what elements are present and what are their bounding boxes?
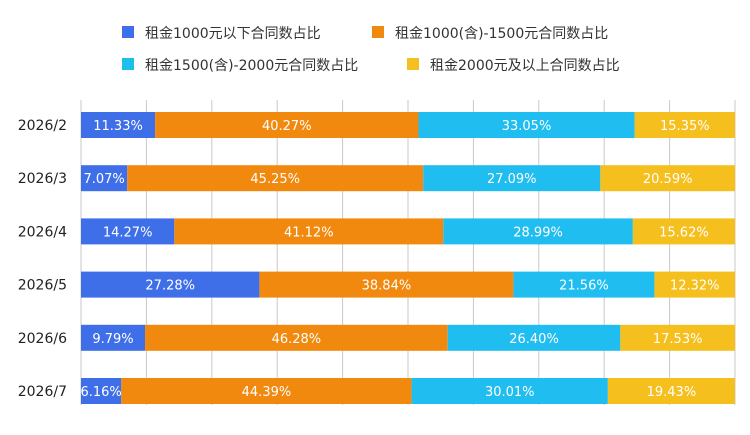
bar-segment [418, 112, 635, 138]
bar-segment [632, 218, 735, 245]
data-label: 17.53% [653, 332, 703, 347]
bar-segment [81, 271, 260, 298]
data-label: 19.43% [647, 385, 697, 400]
y-tick-label: 2026/2 [18, 118, 67, 134]
data-label: 15.62% [659, 225, 709, 240]
grid-lines [80, 100, 736, 405]
data-label: 41.12% [284, 225, 334, 240]
y-tick-label: 2026/6 [18, 331, 67, 347]
legend-swatch [122, 58, 134, 70]
data-label: 40.27% [262, 119, 312, 134]
legend-swatch [372, 26, 384, 38]
bar-segment [81, 378, 122, 404]
bar-segment [423, 165, 601, 192]
bar-segment [634, 112, 735, 138]
bar-segment [155, 112, 419, 138]
data-label: 44.39% [242, 385, 292, 400]
bar-segment [259, 271, 514, 298]
data-label: 20.59% [643, 172, 693, 187]
legend-label: 租金1500(含)-2000元合同数占比 [145, 58, 358, 74]
bar-segment [174, 218, 444, 245]
data-label: 9.79% [92, 332, 133, 347]
bar-segment [81, 218, 175, 245]
y-tick-label: 2026/5 [18, 278, 67, 294]
data-label: 38.84% [362, 279, 412, 294]
data-label: 28.99% [513, 225, 563, 240]
bar-segment [620, 324, 735, 351]
y-axis-labels: 2026/2 2026/3 2026/4 2026/5 2026/6 2026/7 [18, 118, 67, 400]
data-label: 11.33% [93, 119, 143, 134]
legend-swatch [407, 58, 419, 70]
bar-segment [411, 378, 608, 404]
legend-label: 租金1000(含)-1500元合同数占比 [395, 26, 608, 42]
bar-segment [81, 324, 146, 351]
data-label: 14.27% [103, 225, 153, 240]
legend: 租金1000元以下合同数占比 租金1000(含)-1500元合同数占比租金1500… [122, 26, 620, 74]
legend-label: 租金1000元以下合同数占比 [145, 26, 321, 42]
data-label: 6.16% [80, 385, 121, 400]
y-tick-label: 2026/3 [18, 171, 67, 187]
data-label: 26.40% [509, 332, 559, 347]
data-label: 30.01% [485, 385, 535, 400]
data-label: 27.28% [145, 279, 195, 294]
bars: 11.33% 40.27% 33.05% 15.35% 7.07% 45.25% 27.09… [80, 112, 735, 404]
bar-segment [654, 271, 735, 298]
data-label: 21.56% [559, 279, 609, 294]
data-label: 33.05% [502, 119, 552, 134]
bar-segment [607, 378, 735, 404]
y-tick-label: 2026/4 [18, 224, 67, 240]
data-label: 27.09% [487, 172, 537, 187]
y-tick-label: 2026/7 [18, 384, 67, 400]
data-label: 15.35% [660, 119, 710, 134]
data-label: 12.32% [670, 279, 720, 294]
legend-label: 租金2000元及以上合同数占比 [430, 58, 620, 74]
bar-segment [513, 271, 655, 298]
bar-segment [600, 165, 735, 192]
data-label: 45.25% [250, 172, 300, 187]
bar-segment [443, 218, 633, 245]
bar-segment [145, 324, 448, 351]
bar-segment [127, 165, 424, 192]
data-label: 7.07% [83, 172, 124, 187]
legend-swatch [122, 26, 134, 38]
data-label: 46.28% [272, 332, 322, 347]
bar-segment [447, 324, 621, 351]
bar-segment [81, 165, 128, 192]
bar-segment [81, 112, 156, 138]
bar-segment [121, 378, 412, 404]
